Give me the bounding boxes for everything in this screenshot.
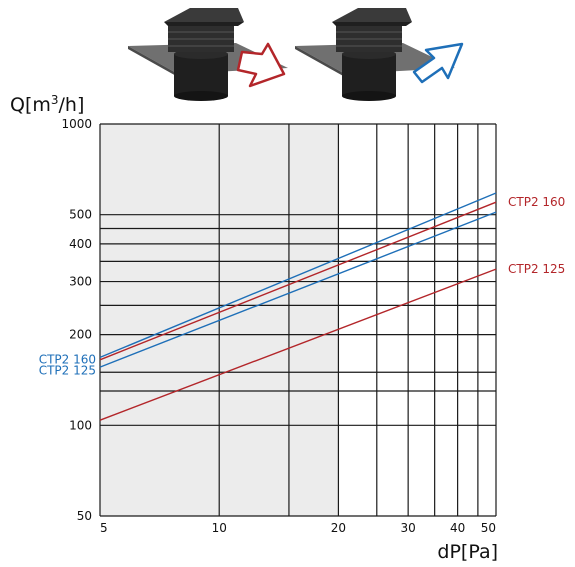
y-tick-300: 300 <box>69 275 92 289</box>
x-tick-40: 40 <box>450 521 465 535</box>
series-lines <box>99 192 497 421</box>
y-tick-400: 400 <box>69 237 92 251</box>
series-label-1: CTP2 125 <box>508 262 565 276</box>
series-label-3: CTP2 125 <box>39 363 96 377</box>
x-tick-5: 5 <box>100 521 108 535</box>
y-tick-50: 50 <box>77 509 92 523</box>
x-tick-30: 30 <box>401 521 416 535</box>
outflow-arrow-icon <box>236 42 286 88</box>
roof-vent-inflow-icon <box>295 8 455 101</box>
roof-vent-outflow-icon <box>128 8 288 101</box>
y-tick-1000: 1000 <box>61 117 92 131</box>
series-line-3 <box>99 268 497 421</box>
inflow-arrow-icon <box>412 42 464 84</box>
y-tick-200: 200 <box>69 328 92 342</box>
x-tick-10: 10 <box>212 521 227 535</box>
series-line-2 <box>99 201 497 361</box>
y-axis-label: Q[m3/h] <box>10 93 84 116</box>
series-label-2: CTP2 160 <box>39 352 96 366</box>
y-tick-100: 100 <box>69 418 92 432</box>
x-tick-20: 20 <box>331 521 346 535</box>
series-label-0: CTP2 160 <box>508 195 565 209</box>
series-line-1 <box>99 211 497 368</box>
series-line-0 <box>99 192 497 359</box>
x-axis-label: dP[Pa] <box>437 541 498 563</box>
y-tick-500: 500 <box>69 208 92 222</box>
x-tick-50: 50 <box>481 521 496 535</box>
